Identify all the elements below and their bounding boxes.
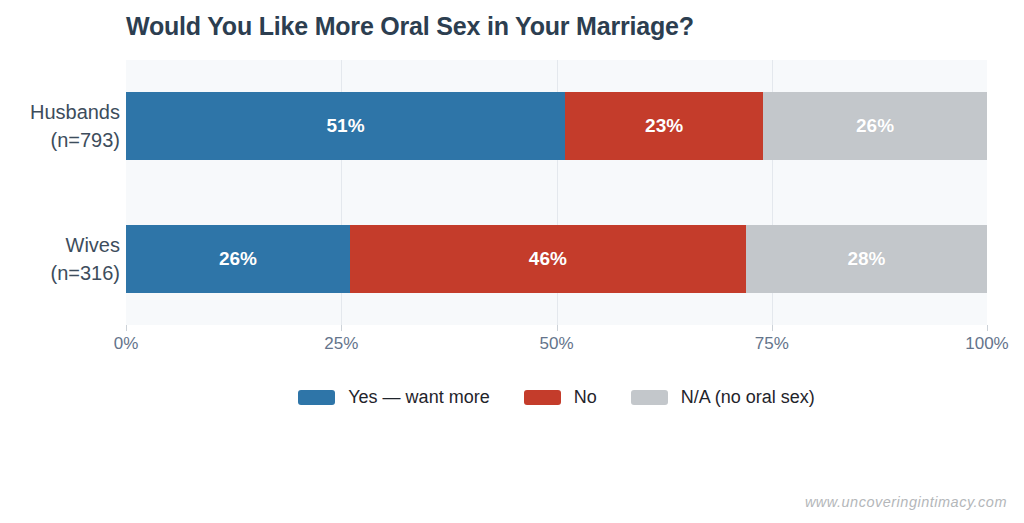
- bar-segment-wives-n-316-yes-want-more: 26%: [126, 225, 350, 293]
- legend-item-no: No: [524, 387, 597, 408]
- legend-label: No: [574, 387, 597, 408]
- bar-segment-husbands-n-793-yes-want-more: 51%: [126, 92, 565, 160]
- plot-area: 51% 23% 26% 26% 46% 28%: [126, 60, 987, 325]
- chart-title: Would You Like More Oral Sex in Your Mar…: [126, 12, 987, 40]
- tick-mark-100: [987, 325, 988, 331]
- chart-page: Would You Like More Oral Sex in Your Mar…: [0, 0, 1024, 523]
- bar-segment-husbands-n-793-n-a-no-oral-sex: 26%: [763, 92, 987, 160]
- tick-label-0: 0%: [114, 334, 139, 354]
- bar-segment-wives-n-316-no: 46%: [350, 225, 746, 293]
- category-label-line: Husbands: [0, 98, 120, 126]
- tick-mark-75: [772, 325, 773, 331]
- category-label-line: Wives: [0, 231, 120, 259]
- bar-value-label: 26%: [219, 248, 257, 270]
- bar-value-label: 46%: [529, 248, 567, 270]
- category-label-line: (n=316): [0, 259, 120, 287]
- tick-label-50: 50%: [539, 334, 573, 354]
- legend-label: Yes — want more: [348, 387, 489, 408]
- legend-swatch-yes-want-more: [298, 390, 335, 405]
- bar-value-label: 23%: [645, 115, 683, 137]
- bar-value-label: 28%: [847, 248, 885, 270]
- category-label-husbands-n-793: Husbands(n=793): [0, 98, 126, 154]
- tick-mark-50: [557, 325, 558, 331]
- tick-mark-25: [341, 325, 342, 331]
- tick-label-100: 100%: [965, 334, 1008, 354]
- category-label-line: (n=793): [0, 126, 120, 154]
- legend-label: N/A (no oral sex): [681, 387, 815, 408]
- bar-row-husbands-n-793: 51% 23% 26%: [126, 92, 987, 160]
- chart-body: Husbands(n=793)Wives(n=316) 51%23%26%26%…: [0, 60, 1024, 325]
- bar-segment-wives-n-316-n-a-no-oral-sex: 28%: [746, 225, 987, 293]
- bar-value-label: 51%: [327, 115, 365, 137]
- legend: Yes — want more No N/A (no oral sex): [126, 387, 987, 408]
- legend-swatch-no: [524, 390, 561, 405]
- category-label-wives-n-316: Wives(n=316): [0, 231, 126, 287]
- tick-label-75: 75%: [755, 334, 789, 354]
- bar-segment-husbands-n-793-no: 23%: [565, 92, 763, 160]
- legend-item-n-a-no-oral-sex: N/A (no oral sex): [631, 387, 815, 408]
- legend-swatch-n-a-no-oral-sex: [631, 390, 668, 405]
- tick-mark-0: [126, 325, 127, 331]
- value-axis: 0%25%50%75%100%: [126, 325, 987, 357]
- bar-value-label: 26%: [856, 115, 894, 137]
- watermark-text: www.uncoveringintimacy.com: [805, 494, 1007, 510]
- category-axis: Husbands(n=793) Wives(n=316): [0, 60, 126, 325]
- bar-row-wives-n-316: 26% 46% 28%: [126, 225, 987, 293]
- legend-item-yes-want-more: Yes — want more: [298, 387, 489, 408]
- tick-label-25: 25%: [324, 334, 358, 354]
